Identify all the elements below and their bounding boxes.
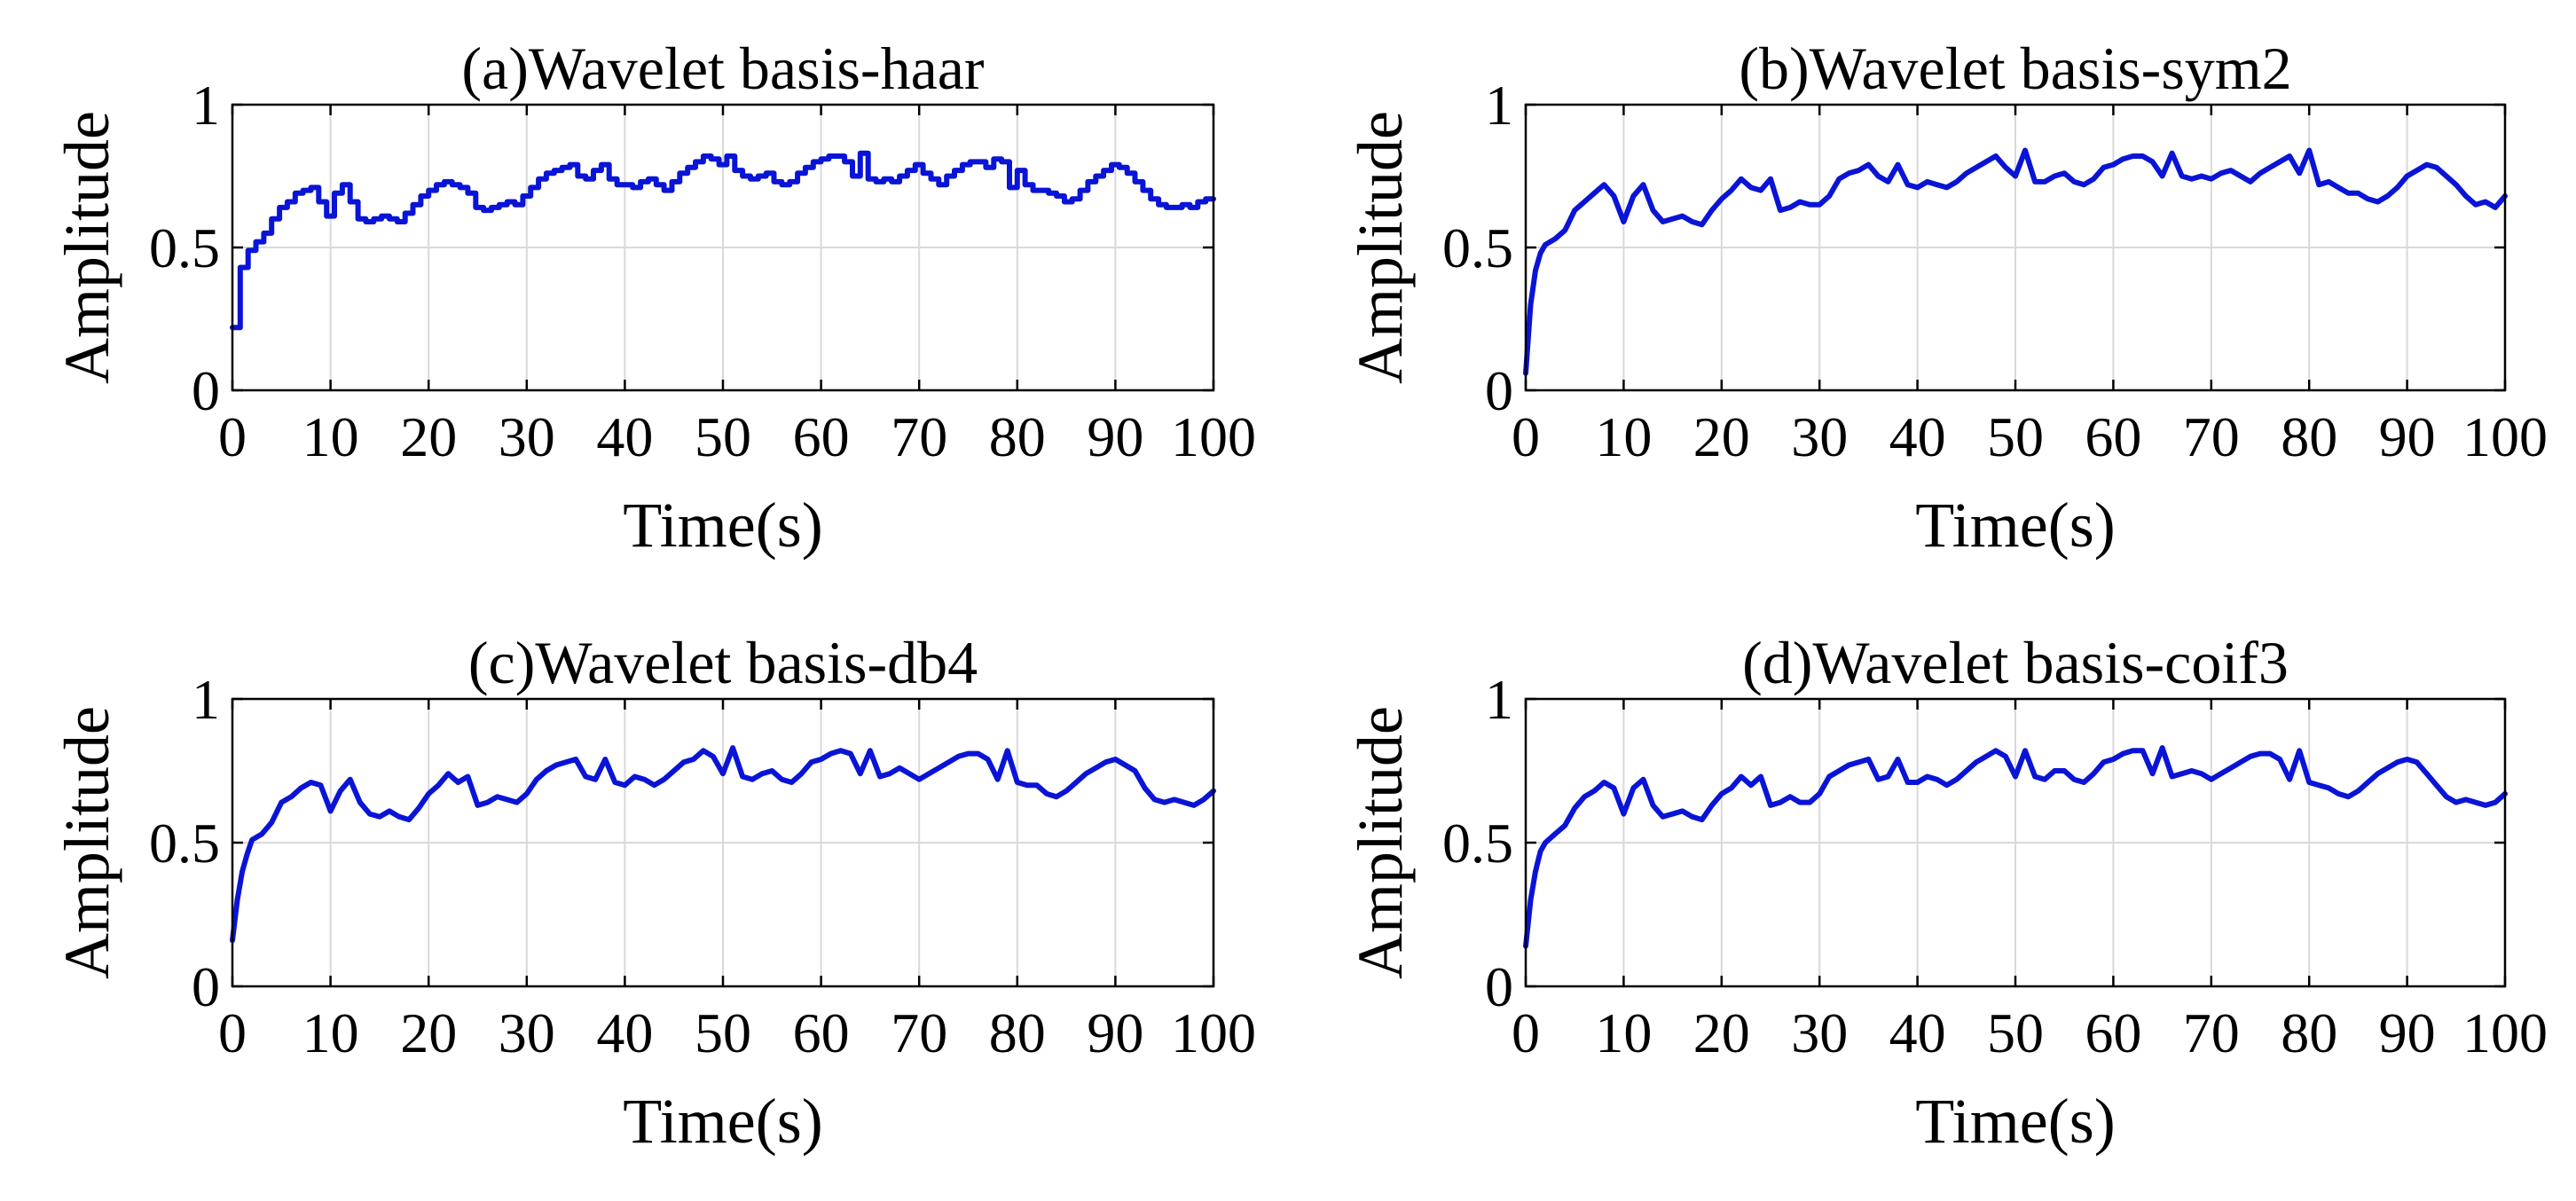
x-tick-label: 60 (2085, 1001, 2141, 1064)
x-tick-label: 70 (2183, 1001, 2240, 1064)
x-tick-label: 0 (1512, 1001, 1540, 1064)
y-axis-label: Amplitude (51, 706, 122, 979)
x-tick-label: 10 (302, 1001, 359, 1064)
x-tick-label: 40 (596, 1001, 653, 1064)
y-axis-label: Amplitude (1345, 706, 1416, 979)
x-tick-label: 10 (302, 405, 359, 468)
x-axis-label: Time(s) (1915, 1086, 2115, 1157)
x-tick-label: 80 (989, 405, 1046, 468)
x-tick-label: 0 (1512, 405, 1540, 468)
x-tick-label: 20 (1693, 1001, 1750, 1064)
x-tick-label: 30 (499, 405, 555, 468)
x-tick-label: 60 (793, 405, 850, 468)
x-axis-label: Time(s) (623, 490, 822, 561)
x-tick-label: 90 (2379, 405, 2436, 468)
x-tick-label: 20 (1693, 405, 1750, 468)
y-tick-label: 1 (192, 74, 220, 137)
y-tick-label: 0 (192, 955, 220, 1018)
x-tick-label: 100 (1171, 405, 1256, 468)
x-tick-label: 90 (1087, 405, 1143, 468)
x-tick-label: 30 (1791, 405, 1848, 468)
x-tick-label: 100 (1171, 1001, 1256, 1064)
x-tick-label: 60 (793, 1001, 850, 1064)
x-tick-label: 30 (499, 1001, 555, 1064)
x-tick-label: 50 (1987, 405, 2044, 468)
series-line-sym2 (1523, 147, 2508, 376)
y-tick-label: 0.5 (1442, 812, 1513, 875)
y-axis-label: Amplitude (51, 111, 122, 384)
x-tick-label: 20 (400, 1001, 457, 1064)
panel-b: 0 10 20 30 40 50 60 70 80 90 100 0 0.5 1 (b)Wavelet ba… (1345, 35, 2548, 561)
y-tick-label: 1 (192, 668, 220, 731)
x-tick-label: 50 (695, 1001, 751, 1064)
chart-title: (c)Wavelet basis-db4 (468, 629, 978, 696)
y-tick-label: 0.5 (1442, 216, 1513, 279)
x-tick-label: 40 (1889, 1001, 1946, 1064)
x-tick-label: 60 (2085, 405, 2141, 468)
x-tick-label: 50 (695, 405, 751, 468)
x-tick-label: 90 (2379, 1001, 2436, 1064)
series-line-coif3 (1523, 745, 2508, 949)
x-tick-label: 40 (596, 405, 653, 468)
y-tick-label: 0 (1485, 955, 1513, 1018)
y-tick-label: 0.5 (149, 812, 220, 875)
x-tick-label: 70 (891, 405, 947, 468)
x-tick-label: 100 (2462, 1001, 2548, 1064)
chart-title: (b)Wavelet basis-sym2 (1739, 35, 2291, 102)
x-tick-label: 80 (2281, 405, 2337, 468)
x-axis-label: Time(s) (623, 1086, 822, 1157)
y-tick-label: 0.5 (149, 216, 220, 279)
x-tick-label: 10 (1595, 1001, 1652, 1064)
x-tick-label: 100 (2462, 405, 2548, 468)
x-tick-label: 0 (218, 1001, 247, 1064)
y-axis-label: Amplitude (1345, 111, 1416, 384)
x-tick-label: 70 (891, 1001, 947, 1064)
x-tick-label: 80 (989, 1001, 1046, 1064)
panel-c: 0 10 20 30 40 50 60 70 80 90 100 0 0.5 1 (c)Wavelet ba… (51, 629, 1256, 1157)
y-tick-label: 1 (1485, 74, 1513, 137)
x-tick-label: 20 (400, 405, 457, 468)
x-tick-label: 40 (1889, 405, 1946, 468)
chart-title: (a)Wavelet basis-haar (461, 35, 985, 102)
x-tick-label: 90 (1087, 1001, 1143, 1064)
series-line-haar (230, 150, 1216, 331)
x-tick-label: 70 (2183, 405, 2240, 468)
x-axis-label: Time(s) (1915, 490, 2115, 561)
panel-a: 0 10 20 30 40 50 60 70 80 90 100 0 0.5 1 (a)Wavelet ba… (51, 35, 1256, 561)
y-tick-label: 1 (1485, 668, 1513, 731)
x-tick-label: 50 (1987, 1001, 2044, 1064)
y-tick-label: 0 (1485, 359, 1513, 422)
series-line-db4 (230, 745, 1216, 944)
chart-title: (d)Wavelet basis-coif3 (1742, 629, 2289, 696)
x-tick-label: 0 (218, 405, 247, 468)
x-tick-label: 10 (1595, 405, 1652, 468)
y-tick-label: 0 (192, 359, 220, 422)
panel-d: 0 10 20 30 40 50 60 70 80 90 100 0 0.5 1 (d)Wavelet ba… (1345, 629, 2548, 1157)
x-tick-label: 30 (1791, 1001, 1848, 1064)
x-tick-label: 80 (2281, 1001, 2337, 1064)
